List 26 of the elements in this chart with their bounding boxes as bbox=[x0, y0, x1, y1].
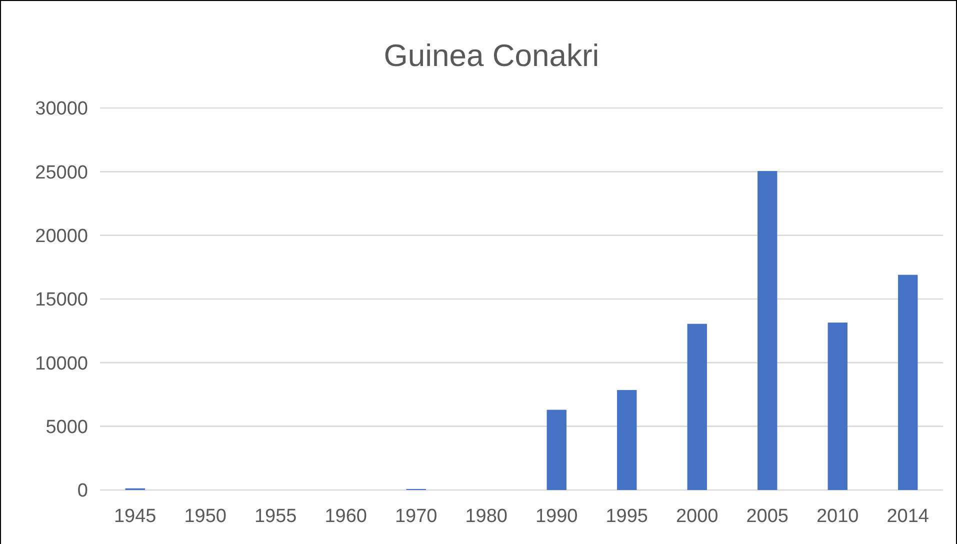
chart-title: Guinea Conakri bbox=[384, 38, 600, 73]
y-tick-label: 5000 bbox=[46, 416, 88, 438]
y-tick-label: 20000 bbox=[35, 226, 88, 247]
x-tick-label: 2000 bbox=[676, 506, 718, 527]
y-tick-label: 0 bbox=[77, 480, 88, 502]
x-tick-label: 2005 bbox=[746, 506, 789, 527]
x-tick-label: 1980 bbox=[465, 506, 508, 527]
x-tick-label: 2010 bbox=[816, 506, 859, 527]
bar bbox=[617, 390, 637, 490]
bar bbox=[898, 274, 918, 490]
bar bbox=[687, 324, 707, 490]
x-tick-label: 1970 bbox=[394, 506, 438, 527]
y-tick-label: 10000 bbox=[35, 353, 88, 374]
bar bbox=[758, 171, 778, 490]
y-tick-label: 30000 bbox=[35, 98, 88, 120]
bar bbox=[546, 410, 566, 490]
x-tick-label: 1995 bbox=[606, 506, 648, 527]
x-tick-label: 2014 bbox=[886, 506, 930, 527]
bar bbox=[828, 322, 848, 490]
x-tick-label: 1990 bbox=[535, 506, 578, 527]
y-tick-label: 25000 bbox=[35, 162, 88, 184]
x-tick-label: 1950 bbox=[184, 506, 227, 527]
x-tick-label: 1945 bbox=[114, 506, 156, 527]
y-tick-label: 15000 bbox=[35, 290, 88, 311]
x-tick-label: 1960 bbox=[324, 506, 368, 527]
x-tick-label: 1955 bbox=[254, 506, 297, 527]
